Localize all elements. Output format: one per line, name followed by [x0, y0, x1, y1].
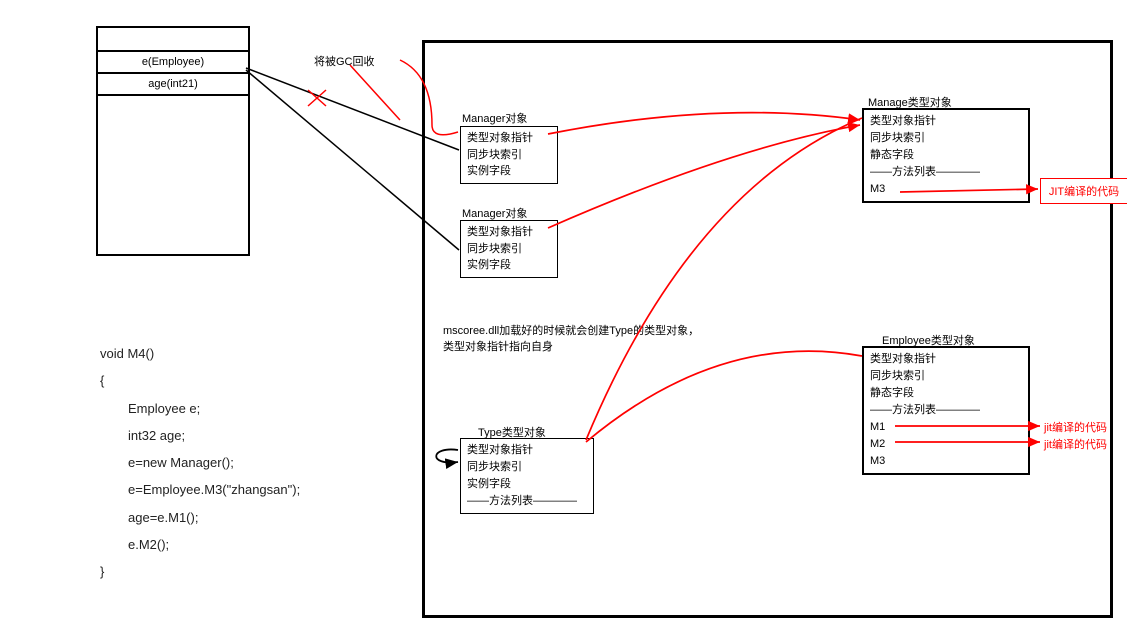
manager1-l3: 实例字段: [467, 163, 551, 180]
code-l3: int32 age;: [100, 422, 300, 449]
employeeType-l4: ——方法列表————: [870, 402, 1022, 419]
code-l4: e=new Manager();: [100, 449, 300, 476]
code-l7: e.M2();: [100, 531, 300, 558]
employeeType-m1: M1: [870, 419, 1022, 436]
stack-e: e(Employee): [98, 52, 248, 74]
manageType-l2: 同步块索引: [870, 130, 1022, 147]
jit-box: JIT编译的代码: [1040, 178, 1127, 204]
manager2-box: 类型对象指针 同步块索引 实例字段: [460, 220, 558, 278]
typeObj-l1: 类型对象指针: [467, 442, 587, 459]
employeeType-l2: 同步块索引: [870, 368, 1022, 385]
employeeType-m2: M2: [870, 436, 1022, 453]
stack-blank-body: [98, 96, 248, 254]
manageType-l4: ——方法列表————: [870, 164, 1022, 181]
typeObj-l2: 同步块索引: [467, 459, 587, 476]
manager1-box: 类型对象指针 同步块索引 实例字段: [460, 126, 558, 184]
manager2-title: Manager对象: [462, 205, 527, 221]
typeObj-box: 类型对象指针 同步块索引 实例字段 ——方法列表————: [460, 438, 594, 514]
code-l8: }: [100, 558, 300, 585]
employeeType-m3: M3: [870, 453, 1022, 470]
code-l0: void M4(): [100, 340, 300, 367]
code-block: void M4() { Employee e; int32 age; e=new…: [100, 340, 300, 586]
manager1-l1: 类型对象指针: [467, 130, 551, 147]
mscoree-note: mscoree.dll加载好的时候就会创建Type的类型对象， 类型对象指针指向…: [443, 322, 699, 354]
typeObj-l3: 实例字段: [467, 476, 587, 493]
jit-note-2: jit编译的代码: [1044, 436, 1107, 452]
code-l6: age=e.M1();: [100, 504, 300, 531]
manager1-title: Manager对象: [462, 110, 527, 126]
manageType-m3: M3: [870, 181, 1022, 198]
stack-blank-top: [98, 28, 248, 52]
manageType-l1: 类型对象指针: [870, 113, 1022, 130]
typeObj-l4: ——方法列表————: [467, 493, 587, 510]
employeeType-l3: 静态字段: [870, 385, 1022, 402]
employeeType-l1: 类型对象指针: [870, 351, 1022, 368]
code-l2: Employee e;: [100, 395, 300, 422]
code-l1: {: [100, 367, 300, 394]
gc-note: 将被GC回收: [314, 53, 375, 69]
code-l5: e=Employee.M3("zhangsan");: [100, 476, 300, 503]
manager2-l2: 同步块索引: [467, 241, 551, 258]
stack-age: age(int21): [98, 74, 248, 96]
manager2-l1: 类型对象指针: [467, 224, 551, 241]
manager1-l2: 同步块索引: [467, 147, 551, 164]
manager2-l3: 实例字段: [467, 257, 551, 274]
jit-note-1: jit编译的代码: [1044, 419, 1107, 435]
manageType-l3: 静态字段: [870, 147, 1022, 164]
manageType-box: 类型对象指针 同步块索引 静态字段 ——方法列表———— M3: [862, 108, 1030, 203]
jit-box-text: JIT编译的代码: [1049, 186, 1119, 198]
stack-frame: e(Employee) age(int21): [96, 26, 250, 256]
employeeType-box: 类型对象指针 同步块索引 静态字段 ——方法列表———— M1 M2 M3: [862, 346, 1030, 475]
